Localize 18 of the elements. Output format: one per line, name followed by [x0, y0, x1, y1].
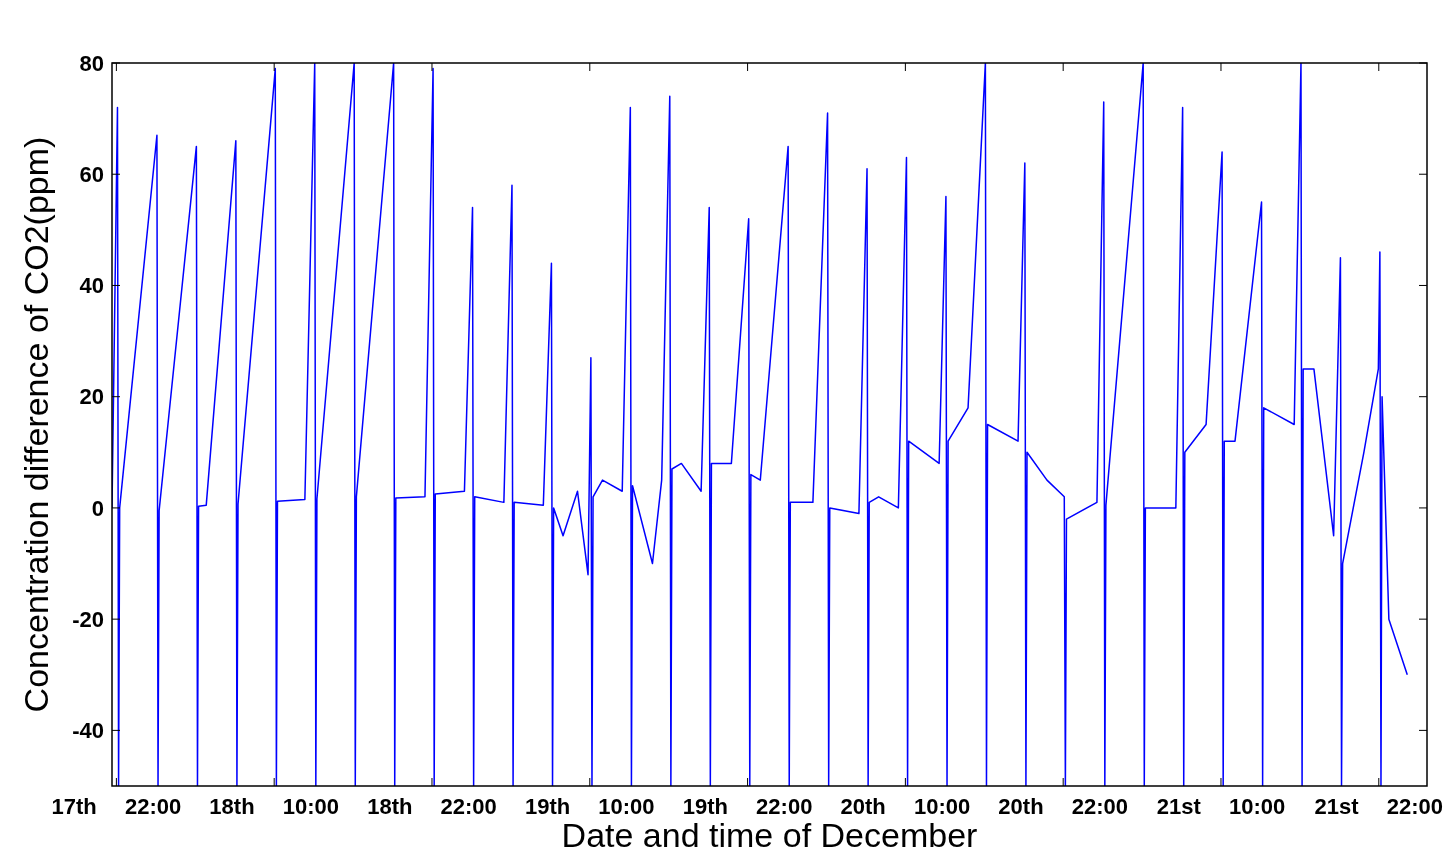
y-tick-label: 40	[79, 273, 104, 299]
x-tick-label: 21st 10:00	[1156, 794, 1286, 819]
x-tick-label: 19th 22:00	[682, 794, 813, 819]
x-axis-title: Date and time of December	[561, 816, 978, 854]
x-tick-label: 19th 10:00	[524, 794, 655, 819]
y-tick-label: -40	[72, 718, 104, 744]
x-tick-label: 17th 22:00	[51, 794, 182, 819]
y-tick-label: 80	[79, 50, 104, 76]
x-tick-label: 18th 10:00	[209, 794, 339, 819]
x-tick-label: 20th 10:00	[840, 794, 971, 819]
y-axis-title: Concentration difference of CO2(ppm)	[17, 136, 55, 713]
y-tick-label: 20	[79, 384, 104, 410]
y-tick-label: 60	[79, 161, 104, 187]
y-tick-label: -20	[72, 606, 104, 632]
x-tick-label: 18th 22:00	[367, 794, 497, 819]
x-tick-label: 20th 22:00	[998, 794, 1128, 819]
y-tick-label: 0	[91, 495, 104, 521]
x-tick-label: 21st 22:00	[1314, 794, 1443, 819]
